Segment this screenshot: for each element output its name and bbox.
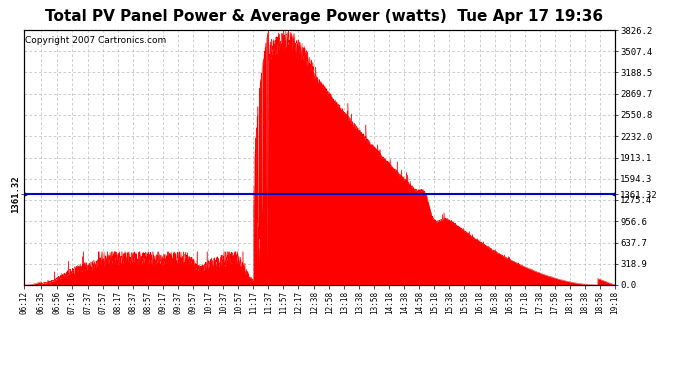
Text: Copyright 2007 Cartronics.com: Copyright 2007 Cartronics.com: [25, 36, 166, 45]
Text: Total PV Panel Power & Average Power (watts)  Tue Apr 17 19:36: Total PV Panel Power & Average Power (wa…: [46, 9, 603, 24]
